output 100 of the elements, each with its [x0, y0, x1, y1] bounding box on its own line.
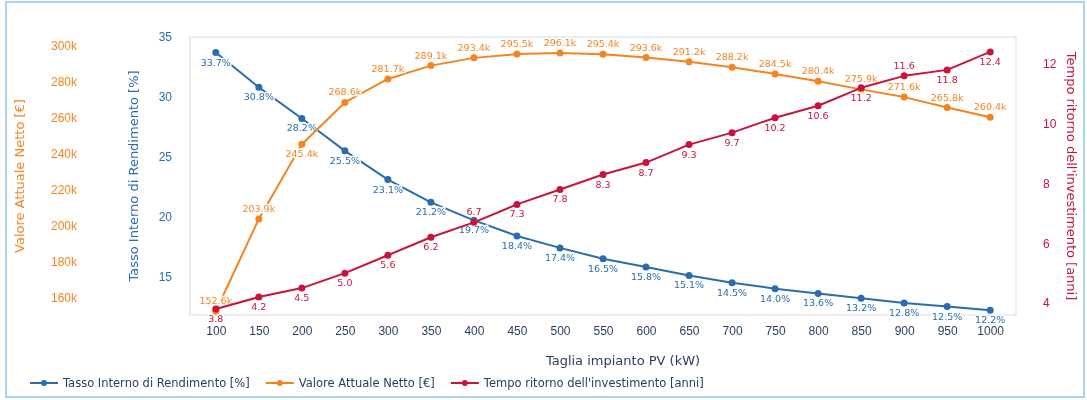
point — [943, 66, 951, 74]
point — [814, 289, 822, 297]
x-tick-label: 650 — [679, 323, 700, 338]
x-axis-title: Taglia impianto PV (kW) — [544, 353, 701, 368]
point — [513, 50, 521, 58]
data-label: 19.7% — [458, 224, 490, 236]
data-label: 8.3 — [595, 178, 611, 190]
legend-label: Valore Attuale Netto [€] — [298, 376, 435, 391]
point — [900, 93, 908, 101]
data-label: 5.0 — [337, 277, 353, 289]
point — [642, 263, 650, 271]
data-label: 6.2 — [423, 241, 439, 253]
point — [685, 58, 693, 66]
y3-tick-label: 4 — [1043, 296, 1050, 311]
point — [986, 113, 994, 121]
point — [255, 293, 263, 301]
point — [599, 50, 607, 58]
point — [771, 114, 779, 122]
y3-tick-label: 6 — [1043, 236, 1050, 251]
x-tick-label: 1000 — [977, 323, 1005, 338]
data-label: 280.4k — [801, 65, 835, 77]
point — [900, 299, 908, 307]
data-label: 14.0% — [759, 292, 791, 304]
x-tick-label: 700 — [722, 323, 743, 338]
data-label: 291.2k — [672, 45, 706, 57]
data-label: 17.4% — [544, 251, 576, 263]
x-tick-label: 550 — [593, 323, 614, 338]
data-label: 260.4k — [973, 101, 1008, 113]
point — [427, 233, 435, 241]
point — [427, 62, 435, 70]
legend-label: Tempo ritorno dell'investimento [anni] — [482, 376, 704, 391]
data-label: 268.6k — [328, 86, 362, 98]
data-label: 3.8 — [208, 313, 224, 325]
x-tick-label: 450 — [507, 323, 528, 338]
data-label: 15.8% — [630, 271, 662, 283]
point — [341, 269, 349, 277]
data-label: 7.8 — [552, 193, 568, 205]
legend-label: Tasso Interno di Rendimento [%] — [62, 376, 250, 391]
point — [814, 77, 822, 85]
data-label: 11.6 — [893, 59, 915, 71]
x-tick-label: 150 — [249, 323, 270, 338]
y2-tick-label: 280k — [50, 75, 78, 90]
point — [986, 48, 994, 56]
point — [556, 185, 564, 193]
data-label: 7.3 — [509, 208, 525, 220]
data-label: 5.6 — [380, 259, 396, 271]
data-label: 10.2 — [764, 121, 786, 133]
x-tick-label: 250 — [335, 323, 356, 338]
y2-tick-label: 300k — [50, 39, 78, 54]
data-label: 9.3 — [681, 148, 697, 160]
data-label: 16.5% — [587, 262, 619, 274]
point — [642, 159, 650, 167]
point — [298, 284, 306, 292]
data-label: 10.6 — [807, 109, 829, 121]
data-label: 293.6k — [629, 41, 663, 53]
point — [384, 75, 392, 83]
data-label: 18.4% — [501, 239, 533, 251]
y2-tick-label: 160k — [50, 291, 78, 306]
data-label: 21.2% — [415, 206, 447, 218]
data-label: 15.1% — [673, 279, 705, 291]
data-label: 271.6k — [887, 81, 921, 93]
data-label: 295.4k — [586, 38, 620, 50]
data-label: 288.2k — [715, 51, 749, 63]
data-label: 13.6% — [803, 297, 834, 309]
x-tick-label: 100 — [206, 323, 227, 338]
data-label: 293.4k — [457, 41, 491, 53]
y2-tick-label: 200k — [50, 219, 78, 234]
y2-tick-label: 240k — [50, 147, 78, 162]
x-tick-label: 850 — [851, 323, 872, 338]
data-label: 23.1% — [372, 183, 403, 195]
x-tick-label: 600 — [636, 323, 657, 338]
data-label: 11.8 — [936, 73, 958, 85]
point — [212, 49, 220, 57]
data-label: 275.9k — [844, 73, 878, 85]
y-tick-label: 15 — [158, 270, 173, 284]
y3-tick-label: 10 — [1043, 117, 1057, 132]
data-label: 289.1k — [414, 49, 448, 61]
y2-axis-title: Valore Attuale Netto [€] — [11, 99, 27, 253]
point — [771, 285, 779, 293]
y-tick-label: 35 — [158, 30, 173, 45]
y-axis-title: Tasso Interno di Rendimento [%] — [125, 70, 141, 283]
point — [298, 140, 306, 148]
x-tick-label: 900 — [894, 323, 915, 338]
x-tick-label: 400 — [464, 323, 485, 338]
point — [255, 83, 263, 91]
data-label: 12.8% — [889, 307, 920, 319]
data-label: 295.5k — [500, 38, 534, 50]
point — [427, 198, 435, 206]
data-label: 265.8k — [930, 91, 965, 103]
point — [513, 200, 521, 208]
y2-tick-label: 220k — [50, 183, 78, 198]
point — [986, 306, 994, 314]
data-label: 12.5% — [932, 310, 963, 322]
y2-tick-label: 180k — [50, 255, 78, 270]
point — [728, 279, 736, 287]
data-label: 281.7k — [371, 62, 405, 74]
point — [943, 303, 951, 311]
x-tick-label: 500 — [550, 323, 571, 338]
point — [384, 176, 392, 184]
x-tick-label: 800 — [808, 323, 829, 338]
